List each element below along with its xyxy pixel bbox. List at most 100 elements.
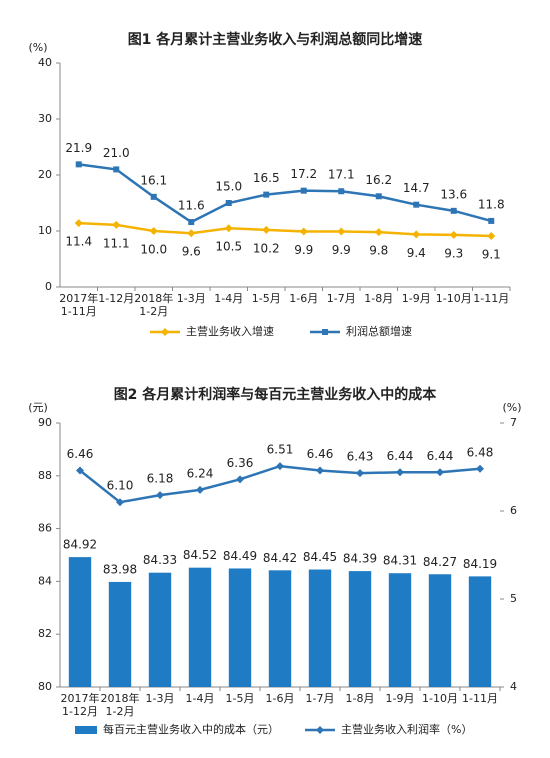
value-label: 84.39 xyxy=(343,552,377,566)
y2-tick-label: 7 xyxy=(510,416,517,429)
bar xyxy=(268,570,292,687)
value-label: 84.92 xyxy=(63,538,97,552)
y-tick-label: 88 xyxy=(38,469,52,482)
marker xyxy=(316,466,324,475)
value-label: 10.5 xyxy=(215,240,242,254)
value-label: 9.6 xyxy=(182,245,201,259)
value-label: 6.48 xyxy=(467,445,494,459)
y-tick-label: 86 xyxy=(38,522,52,535)
value-label: 16.5 xyxy=(253,171,280,185)
marker xyxy=(356,469,364,478)
marker xyxy=(196,485,204,494)
y-tick-label: 10 xyxy=(38,224,52,237)
marker xyxy=(300,187,307,194)
value-label: 6.10 xyxy=(107,479,134,493)
x-tick-label: 1-3月 xyxy=(146,692,175,705)
marker xyxy=(487,232,496,241)
y-tick-label: 82 xyxy=(38,627,52,640)
marker xyxy=(436,468,444,477)
value-label: 9.9 xyxy=(332,243,351,257)
y2-axis-unit: (%) xyxy=(502,401,521,414)
line xyxy=(79,464,481,504)
marker xyxy=(236,475,244,484)
value-label: 21.0 xyxy=(103,146,130,160)
x-tick-label: 1-8月 xyxy=(346,692,375,705)
value-label: 16.2 xyxy=(365,173,392,187)
value-label: 6.44 xyxy=(427,449,454,463)
bar xyxy=(228,568,252,687)
marker xyxy=(316,726,324,734)
x-tick-label: 1-11月 xyxy=(462,692,498,705)
line xyxy=(78,163,492,224)
value-label: 84.45 xyxy=(303,550,337,564)
x-tick-label: 2018年 1-2月 xyxy=(134,291,173,318)
value-label: 14.7 xyxy=(403,181,430,195)
value-label: 84.52 xyxy=(183,548,217,562)
value-label: 10.0 xyxy=(140,243,167,257)
x-tick-label: 1-9月 xyxy=(386,692,415,705)
marker xyxy=(156,491,164,500)
value-label: 16.1 xyxy=(140,173,167,187)
value-label: 11.8 xyxy=(478,197,505,211)
legend-label: 主营业务收入增速 xyxy=(186,324,274,338)
value-label: 6.18 xyxy=(147,472,174,486)
legend-label: 利润总额增速 xyxy=(346,324,412,338)
x-tick-label: 2017年 1-11月 xyxy=(59,291,98,318)
line xyxy=(78,221,492,238)
marker xyxy=(161,328,169,336)
y2-tick-label: 5 xyxy=(510,592,517,605)
y2-tick-label: 6 xyxy=(510,504,517,517)
marker xyxy=(262,225,271,234)
marker xyxy=(322,329,328,335)
x-tick-label: 1-4月 xyxy=(214,292,243,305)
value-label: 15.0 xyxy=(215,180,242,194)
chart-title: 图1 各月累计主营业务收入与利润总额同比增速 xyxy=(128,31,423,48)
value-label: 11.4 xyxy=(65,235,92,249)
value-label: 11.6 xyxy=(178,199,205,213)
marker xyxy=(188,219,195,226)
marker xyxy=(224,224,233,233)
marker xyxy=(225,200,232,206)
marker xyxy=(116,498,124,507)
y-tick-label: 90 xyxy=(38,416,52,429)
marker xyxy=(299,227,308,236)
bar xyxy=(108,581,132,687)
marker xyxy=(450,207,457,214)
marker xyxy=(412,230,421,239)
value-label: 84.42 xyxy=(263,551,297,565)
x-tick-label: 1-10月 xyxy=(422,692,458,705)
y-tick-label: 80 xyxy=(38,680,52,693)
value-label: 84.33 xyxy=(143,553,177,567)
value-label: 6.51 xyxy=(267,443,294,457)
marker xyxy=(337,227,346,236)
y-tick-label: 0 xyxy=(45,280,52,293)
marker xyxy=(276,462,284,471)
x-tick-label: 1-7月 xyxy=(306,692,335,705)
bar xyxy=(308,569,332,687)
y2-tick-label: 4 xyxy=(510,680,517,693)
value-label: 84.27 xyxy=(423,555,457,569)
x-tick-label: 1-3月 xyxy=(177,292,206,305)
marker xyxy=(150,193,157,200)
marker xyxy=(113,166,120,173)
legend-label: 每百元主营业务收入中的成本（元） xyxy=(103,722,279,736)
x-tick-label: 2018年 1-2月 xyxy=(101,691,140,718)
marker xyxy=(449,230,458,239)
marker xyxy=(149,227,158,235)
marker xyxy=(338,188,345,195)
value-label: 6.24 xyxy=(187,466,214,480)
y-axis-unit: (%) xyxy=(28,41,47,54)
x-tick-label: 1-5月 xyxy=(226,692,255,705)
x-tick-label: 1-8月 xyxy=(364,292,393,305)
value-label: 10.2 xyxy=(253,241,280,255)
value-label: 13.6 xyxy=(440,187,467,201)
marker xyxy=(396,468,404,477)
x-tick-label: 1-12月 xyxy=(98,292,134,305)
marker xyxy=(375,193,382,200)
x-tick-label: 1-7月 xyxy=(327,292,356,305)
bar xyxy=(428,574,452,687)
marker xyxy=(263,191,270,198)
value-label: 9.3 xyxy=(444,246,463,260)
marker xyxy=(187,229,196,238)
